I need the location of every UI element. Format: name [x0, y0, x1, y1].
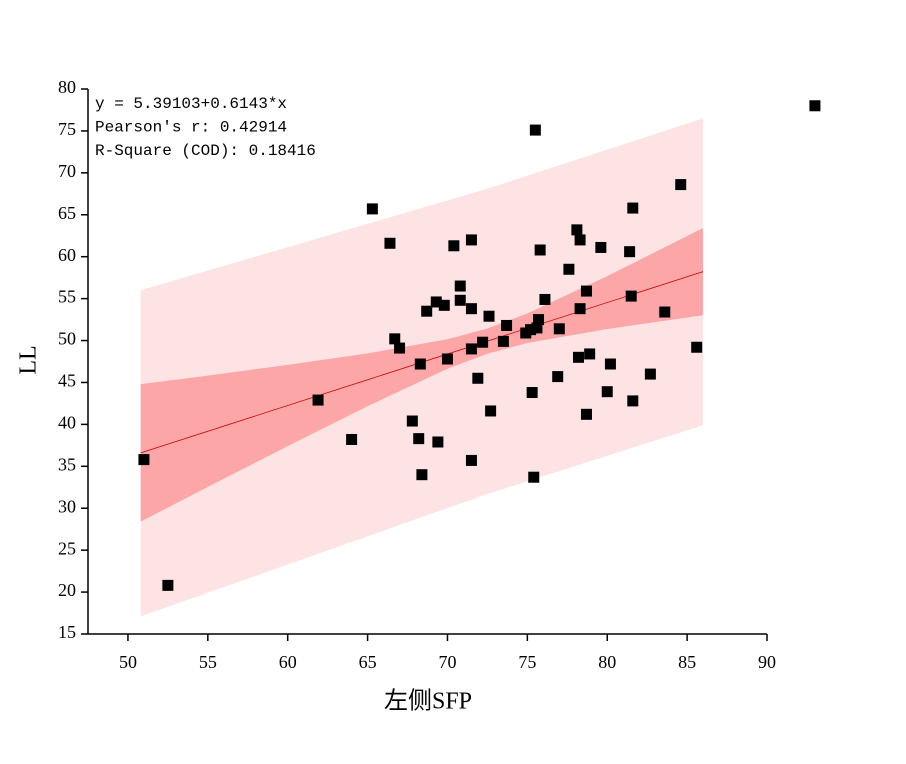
point: [584, 348, 596, 360]
point: [691, 341, 703, 353]
x-tick-label: 65: [359, 652, 377, 672]
point: [483, 310, 495, 322]
point: [497, 335, 509, 347]
point: [552, 371, 564, 383]
y-tick-label: 75: [58, 119, 76, 139]
point: [394, 342, 406, 354]
point: [580, 285, 592, 297]
point: [539, 293, 551, 305]
point: [366, 203, 378, 215]
point: [465, 454, 477, 466]
confidence-band: [140, 228, 704, 522]
point: [454, 280, 466, 292]
point: [485, 405, 497, 417]
annotation: R-Square (COD): 0.18416: [95, 142, 316, 160]
point: [384, 237, 396, 249]
point: [675, 179, 687, 191]
point: [531, 322, 543, 334]
point: [432, 436, 444, 448]
point: [501, 319, 513, 331]
x-tick-label: 70: [438, 652, 456, 672]
x-tick-label: 90: [758, 652, 776, 672]
y-tick-label: 65: [58, 203, 76, 223]
point: [604, 358, 616, 370]
point: [406, 415, 418, 427]
point: [416, 469, 428, 481]
x-tick-label: 85: [678, 652, 696, 672]
point: [472, 372, 484, 384]
point: [553, 323, 565, 335]
point: [625, 290, 637, 302]
y-tick-label: 45: [58, 371, 76, 391]
point: [441, 353, 453, 365]
point: [624, 246, 636, 258]
point: [421, 305, 433, 317]
point: [465, 303, 477, 315]
point: [601, 386, 613, 398]
point: [414, 358, 426, 370]
y-axis-label: LL: [16, 345, 42, 374]
point: [574, 234, 586, 246]
x-axis-label: 左侧SFP: [384, 688, 472, 715]
point: [162, 579, 174, 591]
point: [465, 234, 477, 246]
point: [389, 333, 401, 345]
point: [413, 433, 425, 445]
y-tick-label: 30: [58, 496, 76, 516]
point: [644, 368, 656, 380]
point: [477, 336, 489, 348]
point: [430, 296, 442, 308]
point: [571, 224, 583, 236]
point: [572, 351, 584, 363]
point: [138, 454, 150, 466]
y-tick-label: 80: [58, 77, 76, 97]
y-tick-label: 15: [58, 622, 76, 642]
point: [454, 294, 466, 306]
point: [529, 124, 541, 136]
point: [627, 395, 639, 407]
point: [809, 100, 821, 112]
point: [526, 387, 538, 399]
y-tick-label: 55: [58, 287, 76, 307]
point: [563, 263, 575, 275]
point: [525, 324, 537, 336]
point: [346, 433, 358, 445]
x-tick-label: 50: [119, 652, 137, 672]
point: [448, 240, 460, 252]
annotation: y = 5.39103+0.6143*x: [95, 95, 287, 113]
point: [312, 394, 324, 406]
x-tick-label: 60: [279, 652, 297, 672]
point: [438, 299, 450, 311]
y-tick-label: 40: [58, 413, 76, 433]
x-tick-label: 75: [518, 652, 536, 672]
x-tick-label: 55: [199, 652, 217, 672]
y-tick-label: 25: [58, 538, 76, 558]
y-tick-label: 70: [58, 161, 76, 181]
point: [595, 241, 607, 253]
point: [580, 408, 592, 420]
point: [534, 244, 546, 256]
point: [627, 202, 639, 214]
annotation: Pearson's r: 0.42914: [95, 119, 287, 137]
x-tick-label: 80: [598, 652, 616, 672]
point: [574, 303, 586, 315]
point: [533, 314, 545, 326]
y-tick-label: 50: [58, 329, 76, 349]
y-tick-label: 60: [58, 245, 76, 265]
y-tick-label: 20: [58, 580, 76, 600]
y-tick-label: 35: [58, 454, 76, 474]
point: [659, 306, 671, 318]
point: [465, 343, 477, 355]
point: [528, 471, 540, 483]
